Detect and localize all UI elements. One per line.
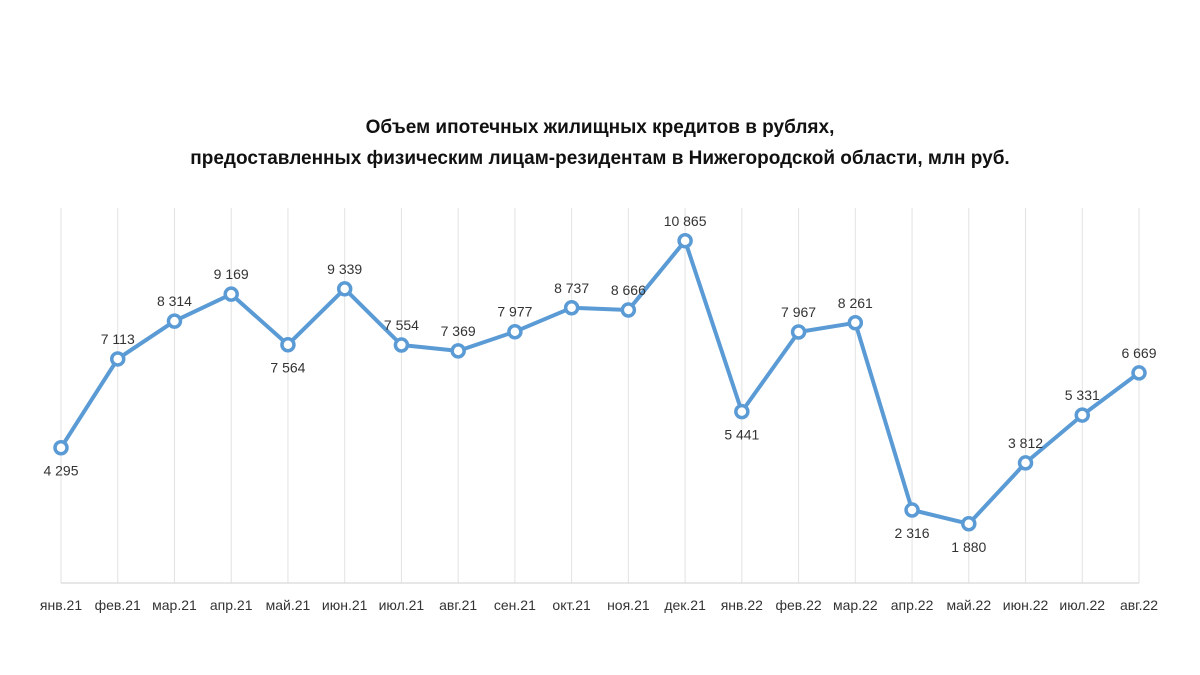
data-point — [507, 323, 523, 340]
data-point — [677, 233, 693, 249]
x-tick-label: апр.22 — [891, 597, 934, 613]
x-tick-label: мар.21 — [152, 597, 197, 613]
x-tick-label: июн.21 — [322, 597, 368, 613]
chart-title: Объем ипотечных жилищных кредитов в рубл… — [0, 112, 1200, 174]
chart-title-line-1: Объем ипотечных жилищных кредитов в рубл… — [365, 117, 835, 138]
x-tick-label: фев.21 — [95, 597, 141, 613]
x-tick-label: сен.21 — [494, 597, 536, 613]
data-labels: 4 295 7 113 8 314 9 169 7 564 9 339 7 554 7 369… — [43, 213, 1156, 555]
data-label: 2 316 — [895, 525, 930, 541]
x-tick-label: авг.22 — [1120, 597, 1158, 613]
x-tick-label: июл.21 — [379, 597, 425, 613]
x-tick-label: фев.22 — [775, 597, 821, 613]
data-point — [904, 502, 920, 518]
x-tick-label: дек.21 — [664, 597, 706, 613]
data-point — [961, 516, 977, 532]
x-tick-label: июн.22 — [1003, 597, 1049, 613]
data-label: 7 564 — [270, 360, 305, 376]
x-tick-label: июл.22 — [1059, 597, 1105, 613]
chart-title-line-2: предоставленных физическим лицам-резиден… — [190, 148, 1010, 169]
data-label: 4 295 — [43, 463, 78, 479]
data-label: 7 554 — [384, 317, 419, 333]
data-label: 9 169 — [214, 266, 249, 282]
data-point — [563, 300, 580, 316]
x-tick-label: янв.22 — [721, 597, 763, 613]
data-point — [790, 324, 807, 340]
data-label: 8 737 — [554, 280, 589, 296]
data-point — [1017, 455, 1034, 471]
x-tick-label: окт.21 — [552, 597, 591, 613]
data-label: 6 669 — [1121, 345, 1156, 361]
data-point — [53, 439, 69, 456]
x-tick-label: авг.21 — [439, 597, 477, 613]
series-line — [59, 238, 1141, 526]
data-label: 5 331 — [1065, 387, 1100, 403]
x-tick-label: янв.21 — [40, 597, 82, 613]
data-label: 7 967 — [781, 304, 816, 320]
data-label: 7 113 — [101, 331, 135, 347]
data-points — [53, 233, 1147, 532]
x-tick-label: апр.21 — [210, 597, 253, 613]
data-label: 3 812 — [1008, 435, 1043, 451]
x-tick-label: май.22 — [946, 597, 991, 613]
data-point — [620, 302, 637, 318]
data-label: 7 369 — [441, 323, 476, 339]
series — [59, 238, 1141, 526]
data-point — [1131, 365, 1147, 381]
x-tick-label: мар.22 — [833, 597, 878, 613]
data-point — [1074, 407, 1091, 423]
data-point — [393, 337, 410, 353]
data-point — [280, 336, 296, 353]
data-label: 8 261 — [838, 295, 873, 311]
data-point — [734, 403, 750, 420]
data-point — [109, 351, 126, 367]
x-tick-label: ноя.21 — [607, 597, 650, 613]
data-point — [223, 286, 239, 302]
data-point — [847, 315, 864, 331]
data-label: 7 977 — [497, 304, 532, 320]
x-tick-label: май.21 — [266, 597, 311, 613]
data-label: 1 880 — [951, 539, 986, 555]
grid — [60, 208, 1140, 583]
data-point — [450, 343, 466, 359]
data-label: 8 666 — [611, 282, 646, 298]
data-label: 5 441 — [724, 427, 759, 443]
data-point — [166, 313, 183, 329]
data-label: 9 339 — [327, 261, 362, 277]
data-label: 10 865 — [664, 213, 707, 229]
x-tick-labels: янв.21 фев.21 мар.21 апр.21 май.21 июн.21 июл.… — [40, 597, 1158, 613]
data-point — [336, 281, 353, 297]
data-label: 8 314 — [157, 293, 192, 309]
